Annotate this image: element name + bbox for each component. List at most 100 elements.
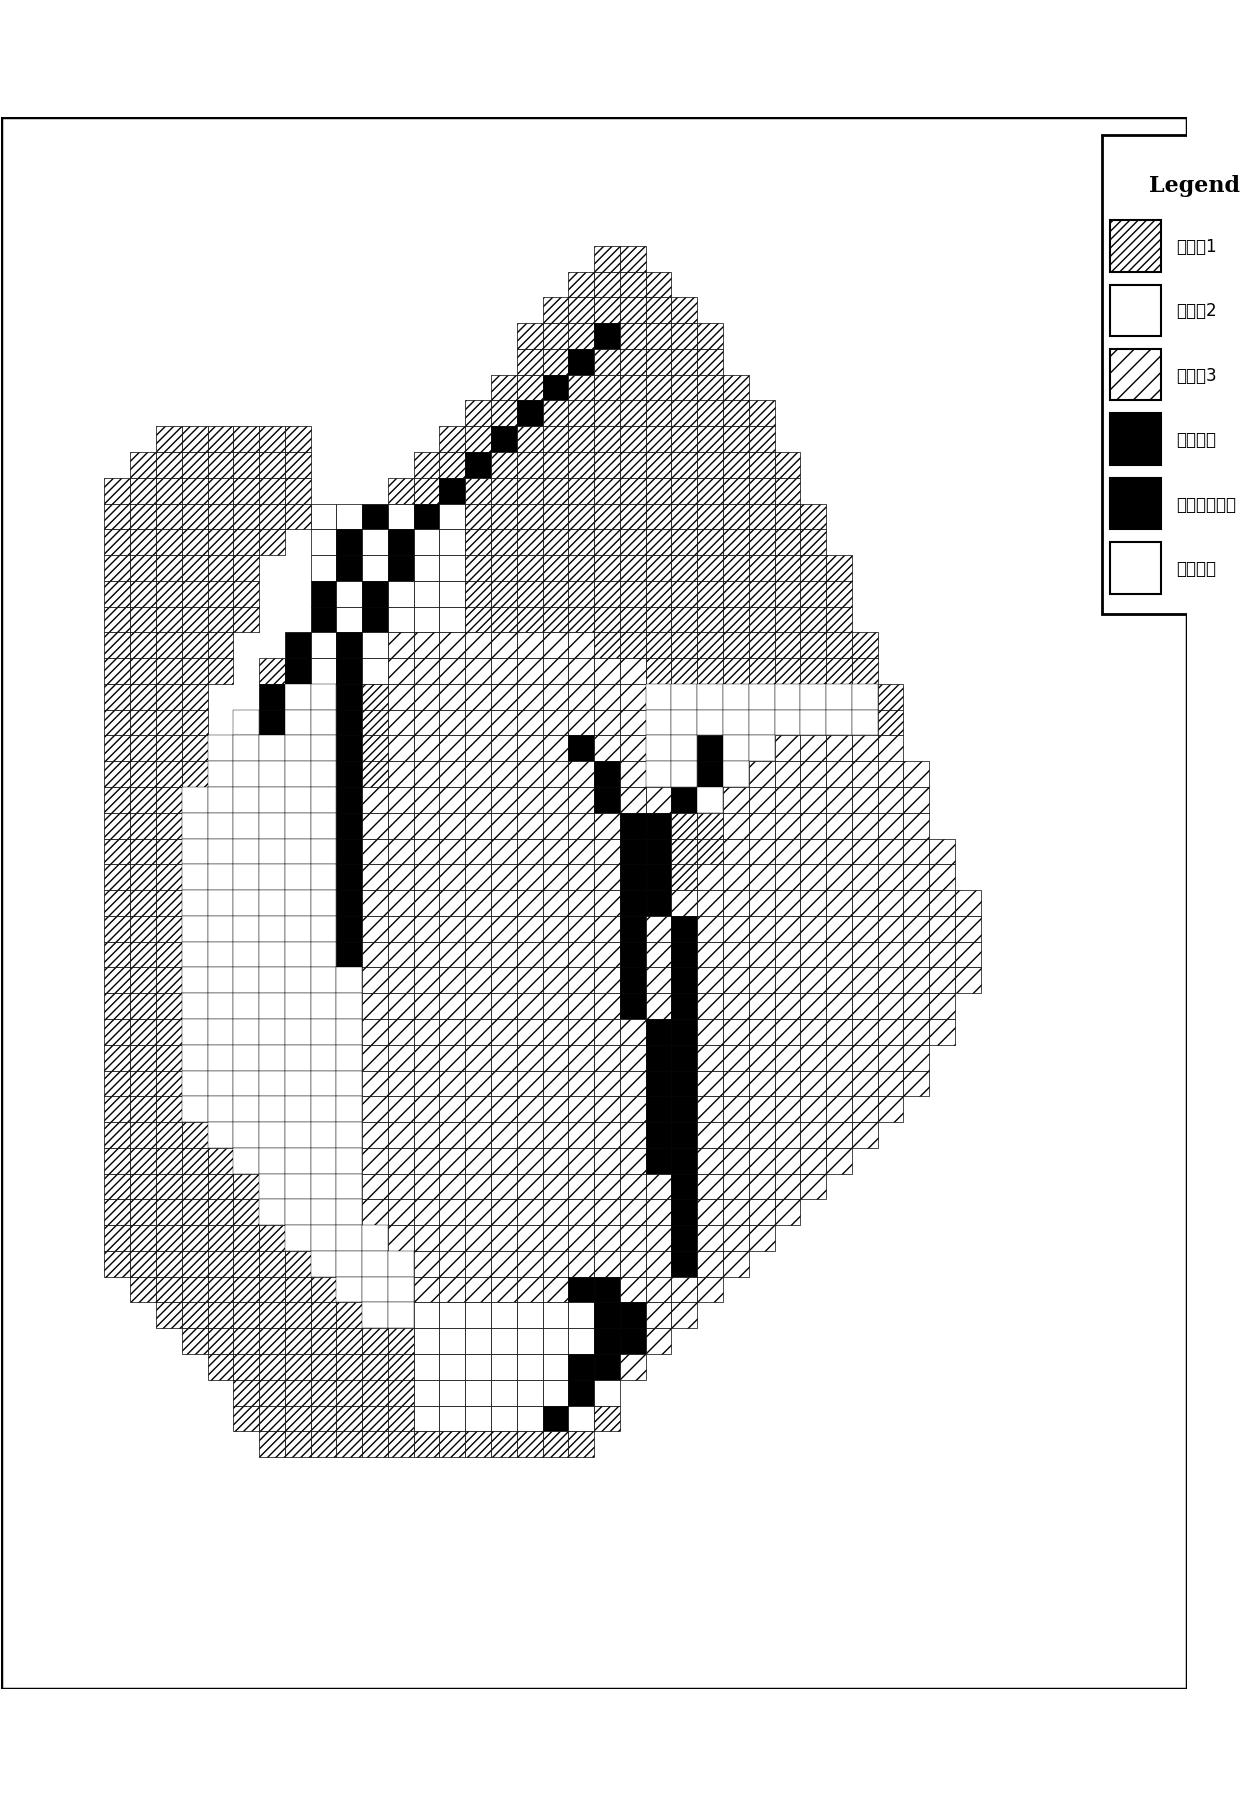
Bar: [104, 1225, 130, 1250]
Bar: [388, 1147, 414, 1175]
Bar: [878, 1044, 904, 1072]
Bar: [491, 1278, 517, 1303]
Bar: [491, 401, 517, 426]
Bar: [388, 969, 414, 994]
Bar: [233, 1147, 259, 1175]
Bar: [620, 1147, 646, 1175]
Bar: [852, 763, 878, 788]
Bar: [543, 1200, 568, 1225]
Bar: [1110, 414, 1161, 466]
Bar: [233, 1381, 259, 1406]
Bar: [439, 504, 465, 529]
Bar: [749, 1175, 775, 1200]
Bar: [104, 994, 130, 1019]
Bar: [594, 660, 620, 685]
Bar: [336, 1175, 362, 1200]
Bar: [414, 1250, 439, 1278]
Bar: [723, 788, 749, 813]
Bar: [878, 685, 904, 710]
Bar: [182, 1175, 207, 1200]
Bar: [336, 1406, 362, 1431]
Bar: [749, 813, 775, 838]
Bar: [723, 1019, 749, 1044]
Bar: [543, 1250, 568, 1278]
Bar: [388, 916, 414, 941]
Bar: [826, 1044, 852, 1072]
Bar: [517, 813, 543, 838]
Bar: [646, 660, 671, 685]
Bar: [1110, 286, 1161, 336]
Bar: [568, 557, 594, 582]
Bar: [259, 685, 285, 710]
Bar: [439, 529, 465, 557]
Bar: [749, 632, 775, 660]
Bar: [800, 529, 826, 557]
Bar: [517, 376, 543, 401]
Bar: [259, 504, 285, 529]
Bar: [439, 557, 465, 582]
Bar: [543, 1328, 568, 1353]
Bar: [285, 891, 311, 916]
Bar: [207, 1225, 233, 1250]
Bar: [517, 1044, 543, 1072]
Bar: [904, 969, 929, 994]
Bar: [568, 1175, 594, 1200]
Bar: [259, 813, 285, 838]
Bar: [594, 351, 620, 376]
Bar: [285, 426, 311, 454]
Bar: [207, 1250, 233, 1278]
Bar: [878, 788, 904, 813]
Bar: [233, 1278, 259, 1303]
Bar: [233, 607, 259, 632]
Bar: [775, 969, 800, 994]
Bar: [388, 1278, 414, 1303]
Bar: [465, 838, 491, 866]
Bar: [130, 969, 156, 994]
Bar: [955, 941, 981, 969]
Bar: [233, 529, 259, 557]
Bar: [233, 454, 259, 479]
Bar: [826, 916, 852, 941]
Bar: [182, 1250, 207, 1278]
Bar: [878, 891, 904, 916]
Bar: [568, 632, 594, 660]
Bar: [465, 479, 491, 504]
Bar: [775, 788, 800, 813]
Bar: [646, 1019, 671, 1044]
Bar: [749, 941, 775, 969]
Bar: [439, 710, 465, 735]
Bar: [517, 529, 543, 557]
Bar: [259, 1406, 285, 1431]
Bar: [259, 426, 285, 454]
Bar: [336, 557, 362, 582]
Bar: [439, 660, 465, 685]
Bar: [800, 710, 826, 735]
Bar: [826, 582, 852, 607]
Bar: [723, 866, 749, 891]
Bar: [749, 710, 775, 735]
Bar: [517, 969, 543, 994]
Bar: [646, 813, 671, 838]
Bar: [491, 1303, 517, 1328]
Bar: [156, 838, 182, 866]
Bar: [182, 1200, 207, 1225]
Bar: [182, 1072, 207, 1097]
Bar: [182, 557, 207, 582]
Bar: [697, 1072, 723, 1097]
Bar: [671, 969, 697, 994]
Bar: [1110, 220, 1161, 273]
Bar: [543, 685, 568, 710]
Bar: [362, 941, 388, 969]
Bar: [568, 1250, 594, 1278]
Bar: [775, 1097, 800, 1122]
Bar: [646, 557, 671, 582]
Bar: [620, 529, 646, 557]
Bar: [697, 557, 723, 582]
Bar: [543, 529, 568, 557]
Bar: [620, 1328, 646, 1353]
Bar: [104, 1019, 130, 1044]
Bar: [130, 1250, 156, 1278]
Bar: [697, 866, 723, 891]
Bar: [465, 1200, 491, 1225]
Bar: [723, 685, 749, 710]
